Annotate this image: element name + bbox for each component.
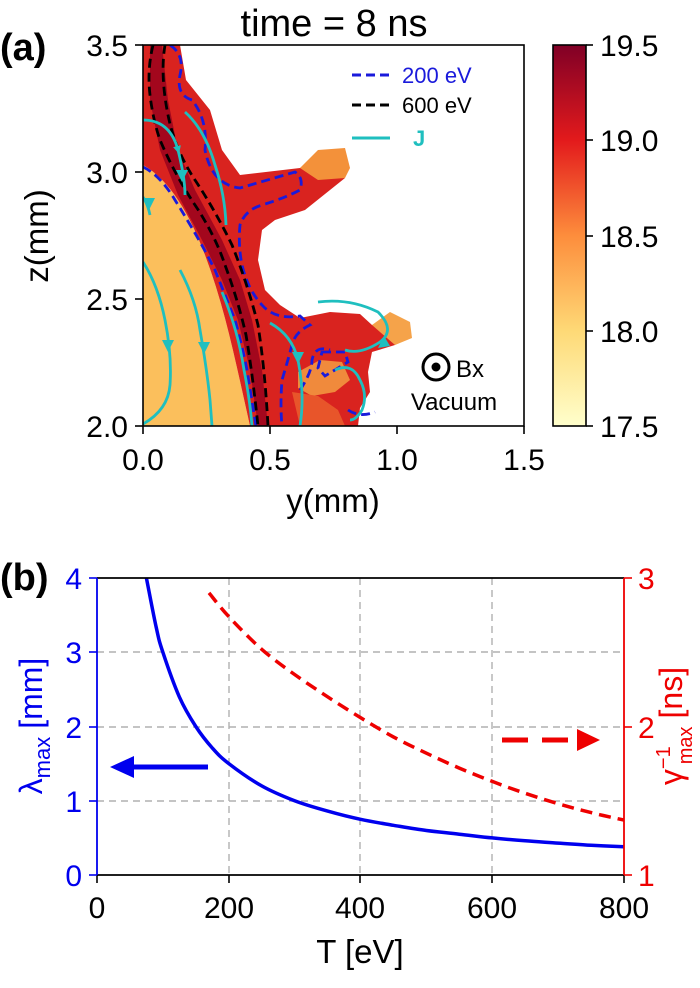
streamline <box>317 299 389 353</box>
left-ylabel-main: λ <box>13 778 49 794</box>
ytick-label: 2.5 <box>86 284 128 317</box>
legend-label-200ev: 200 eV <box>402 63 472 88</box>
axes-b-xlabel: T [eV] <box>316 933 403 970</box>
streamline <box>184 110 228 226</box>
contour-200ev-low <box>298 347 376 416</box>
ytick-label: 2.0 <box>86 411 128 444</box>
streamline-arrow <box>143 198 155 210</box>
left-arrow-head <box>110 756 134 778</box>
contour-200ev <box>169 45 313 426</box>
vacuum-label: Vacuum <box>411 389 497 416</box>
contour-600ev-2 <box>161 45 270 426</box>
streamline-arrow <box>198 342 210 354</box>
right-ytick-label: 1 <box>638 860 655 893</box>
streamline <box>143 118 187 196</box>
legend-a: 200 eV 600 eV J <box>352 63 472 151</box>
colorbar-tick-label: 18.5 <box>600 221 658 254</box>
ytick-label: 3.0 <box>86 157 128 190</box>
streamline-arrow <box>176 170 188 182</box>
colorbar: 17.5 18.0 18.5 19.0 19.5 <box>552 30 658 444</box>
axes-a-yticklabels: 2.0 2.5 3.0 3.5 <box>86 30 128 444</box>
axes-a-frame <box>142 44 525 427</box>
series-gamma-inv-line <box>207 591 624 822</box>
axes-a-yticks <box>135 44 143 427</box>
left-ytick-label: 0 <box>65 860 82 893</box>
xtick-label: 0.5 <box>249 444 291 477</box>
left-ylabel-sub: max <box>30 737 55 779</box>
ytick-label: 3.5 <box>86 30 128 63</box>
axes-b-right-yticks <box>624 577 632 876</box>
heatmap-fringe-low <box>292 392 345 426</box>
axes-b-right-yticklabels: 1 2 3 <box>638 563 655 893</box>
colorbar-tick-label: 17.5 <box>600 411 658 444</box>
right-ytick-label: 3 <box>638 563 655 596</box>
left-ytick-label: 3 <box>65 637 82 670</box>
xtick-label: 0 <box>89 892 106 925</box>
left-ytick-label: 1 <box>65 786 82 819</box>
contour-600ev <box>147 45 260 426</box>
heatmap-fringe-top <box>300 148 350 180</box>
axes-b-left-yticklabels: 0 1 2 3 4 <box>65 563 82 893</box>
right-ylabel-sup: −1 <box>653 746 675 769</box>
b-field-label: Bx <box>456 356 484 383</box>
grid-b <box>97 578 624 875</box>
xtick-label: 200 <box>204 892 254 925</box>
xtick-label: 1.5 <box>503 444 545 477</box>
legend-label-600ev: 600 eV <box>402 93 472 118</box>
panel-a-title: time = 8 ns <box>241 3 428 45</box>
axes-b-right-ylabel: γ−1max [ns] <box>653 667 697 785</box>
axes-a-ylabel: z(mm) <box>18 189 55 282</box>
colorbar-tick-label: 19.5 <box>600 30 658 63</box>
left-ylabel-unit: [mm] <box>13 658 49 729</box>
colorbar-tick-label: 19.0 <box>600 125 658 158</box>
xtick-label: 600 <box>467 892 517 925</box>
heatmap-fringe-right <box>372 312 412 345</box>
streamline <box>334 366 366 422</box>
streamline <box>220 291 254 426</box>
streamline <box>178 269 214 426</box>
left-ytick-label: 4 <box>65 563 82 596</box>
b-field-circle <box>421 352 451 382</box>
axes-a-xticks <box>142 426 525 434</box>
heatmap-core-band <box>150 45 268 426</box>
xtick-label: 1.0 <box>376 444 418 477</box>
streamline <box>143 261 172 426</box>
axes-b-xticks <box>96 875 625 883</box>
contours <box>143 45 376 426</box>
axes-b-left-ylabel: λmax [mm] <box>13 658 55 795</box>
panel-a-label: (a) <box>0 27 46 69</box>
streamline-arrow <box>162 340 174 352</box>
streamline-arrow <box>292 352 304 364</box>
b-field-dot <box>431 362 441 372</box>
axes-b-xticklabels: 0 200 400 600 800 <box>89 892 649 925</box>
b-field-out-of-plane-icon <box>421 352 451 382</box>
streamline-arrow <box>378 336 390 348</box>
right-arrow-head <box>577 729 600 751</box>
xtick-label: 0.0 <box>122 444 164 477</box>
left-ytick-label: 2 <box>65 712 82 745</box>
contour-200ev-inner <box>143 165 258 426</box>
axes-a-xlabel: y(mm) <box>286 482 379 519</box>
right-ylabel-sub: max <box>675 726 697 764</box>
legend-label-j: J <box>413 126 425 151</box>
streamlines-j <box>143 110 390 426</box>
axes-a-xticklabels: 0.0 0.5 1.0 1.5 <box>122 444 545 477</box>
series-lambda-max-line <box>144 578 624 849</box>
right-axis-arrow <box>502 729 600 751</box>
panel-b-label: (b) <box>0 557 49 599</box>
heatmap <box>143 45 412 426</box>
right-ytick-label: 2 <box>638 712 655 745</box>
colorbar-gradient <box>552 44 587 427</box>
xtick-label: 800 <box>599 892 649 925</box>
right-ylabel-main: γ <box>653 769 689 785</box>
heatmap-sheath-region <box>143 45 410 426</box>
panel-a: (a) time = 8 ns <box>0 3 658 519</box>
axes-b-left-yticks <box>89 577 97 876</box>
xtick-label: 400 <box>335 892 385 925</box>
panel-b: (b) <box>0 557 697 970</box>
colorbar-tick-label: 18.0 <box>600 316 658 349</box>
right-ylabel-unit: [ns] <box>653 667 689 719</box>
left-axis-arrow <box>110 756 208 778</box>
